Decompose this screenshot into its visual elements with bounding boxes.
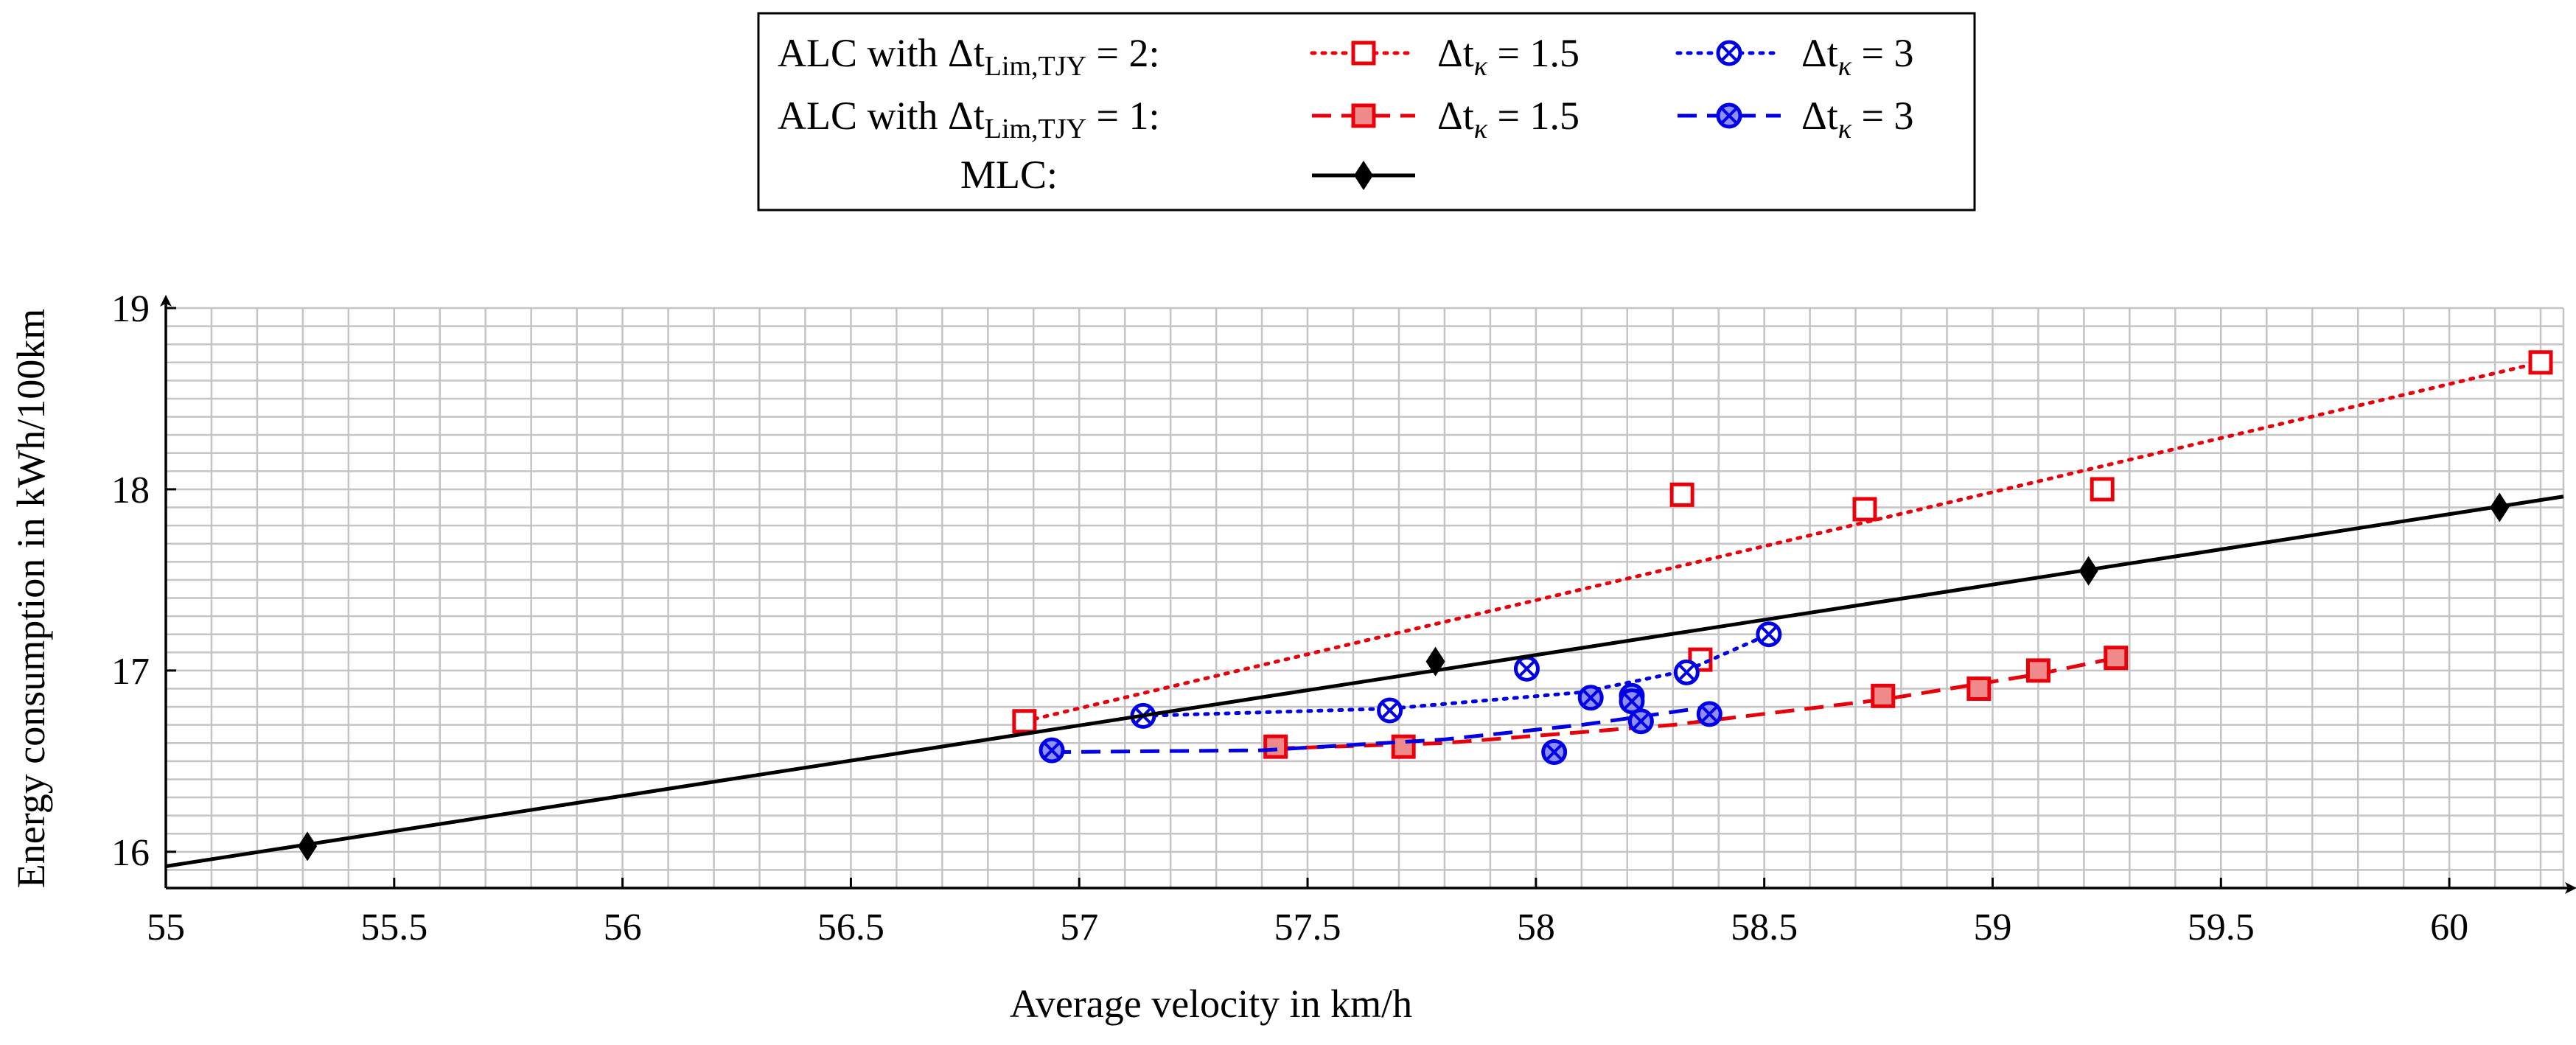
x-tick-label: 56 <box>604 906 642 948</box>
series-1-point <box>1756 621 1782 648</box>
grid <box>164 307 2565 890</box>
x-tick-label: 57.5 <box>1274 906 1341 948</box>
y-axis-title: Energy consumption in kWh/100km <box>9 309 53 888</box>
series-3-line <box>1052 705 1710 755</box>
x-tick-label: 60 <box>2430 906 2468 948</box>
x-tick-label: 56.5 <box>817 906 884 948</box>
x-tick-label: 58.5 <box>1731 906 1798 948</box>
y-tick-label: 17 <box>111 651 150 693</box>
legend-samples <box>1310 40 1783 190</box>
series-3-point <box>1541 739 1568 766</box>
x-tick-label: 58 <box>1517 906 1555 948</box>
series-4-point <box>298 831 318 861</box>
series-1-point <box>1513 655 1540 682</box>
legend-sample-marker-0 <box>1351 41 1376 66</box>
series-1-line <box>1141 632 1771 718</box>
series-0-line <box>1022 360 2543 724</box>
series-4 <box>165 492 2564 868</box>
series-3-point <box>1627 708 1654 735</box>
x-axis-title: Average velocity in km/h <box>1010 982 1412 1026</box>
series-2-point <box>1871 683 1896 708</box>
y-tick-label: 19 <box>111 288 150 330</box>
series-0-point <box>2090 477 2115 502</box>
series-1-point <box>1673 659 1700 685</box>
y-tick-label: 16 <box>111 832 150 874</box>
series-2-point <box>1263 734 1288 759</box>
series-2-point <box>2025 658 2050 683</box>
series-1 <box>1130 621 1782 729</box>
series-2-line <box>1275 656 2117 751</box>
series-3 <box>1039 682 1722 766</box>
series-2-point <box>1966 676 1992 701</box>
legend-row-3-label: MLC: <box>960 153 1058 197</box>
legend: ALC with ΔtLim,TJY = 2: ALC with ΔtLim,T… <box>757 12 1976 212</box>
series-3-point <box>1619 688 1645 715</box>
series-2 <box>1263 646 2129 759</box>
x-tick-label: 55 <box>147 906 185 948</box>
axes <box>160 295 2576 894</box>
series-0 <box>1012 350 2553 734</box>
legend-sample-marker-3 <box>1716 102 1742 129</box>
series-0-point <box>1852 497 1877 522</box>
series-3-point <box>1696 701 1722 727</box>
y-axis-arrow <box>160 295 172 307</box>
legend-entry-r2-c2: Δtκ = 3 <box>1801 94 1913 144</box>
series-2-point <box>2104 646 2129 671</box>
legend-sample-marker-2 <box>1351 103 1376 128</box>
series-4-line <box>165 494 2564 868</box>
series-3-point <box>1039 737 1065 763</box>
legend-entry-r2-c1: Δtκ = 1.5 <box>1437 94 1580 144</box>
series-0-point <box>1669 482 1694 507</box>
tick-labels: 55 55.5 56 56.5 57 57.5 58 58.5 59 59.5 60 16 17 18 19 <box>111 288 2468 948</box>
legend-entry-r1-c2: Δtκ = 3 <box>1801 31 1913 82</box>
legend-row-2-label: ALC with ΔtLim,TJY = 1: <box>778 94 1159 144</box>
series-3-point <box>1577 685 1604 711</box>
legend-sample-marker-1 <box>1716 40 1742 66</box>
series-0-point <box>2528 350 2553 375</box>
series-4-point <box>2078 556 2098 586</box>
series-4-point <box>2490 492 2510 522</box>
x-axis-arrow <box>2565 882 2576 894</box>
x-tick-label: 59 <box>1973 906 2011 948</box>
legend-row-1-label: ALC with ΔtLim,TJY = 2: <box>778 31 1159 82</box>
legend-sample-marker-4 <box>1354 161 1373 190</box>
legend-entry-r1-c1: Δtκ = 1.5 <box>1437 31 1580 82</box>
x-tick-label: 57 <box>1060 906 1098 948</box>
series-4-point <box>1425 646 1445 677</box>
x-tick-label: 59.5 <box>2188 906 2255 948</box>
series-2-point <box>1391 734 1416 759</box>
x-tick-label: 55.5 <box>360 906 427 948</box>
series <box>165 350 2564 868</box>
series-1-point <box>1377 697 1403 724</box>
series-0-point <box>1012 709 1037 734</box>
y-tick-label: 18 <box>111 469 150 511</box>
